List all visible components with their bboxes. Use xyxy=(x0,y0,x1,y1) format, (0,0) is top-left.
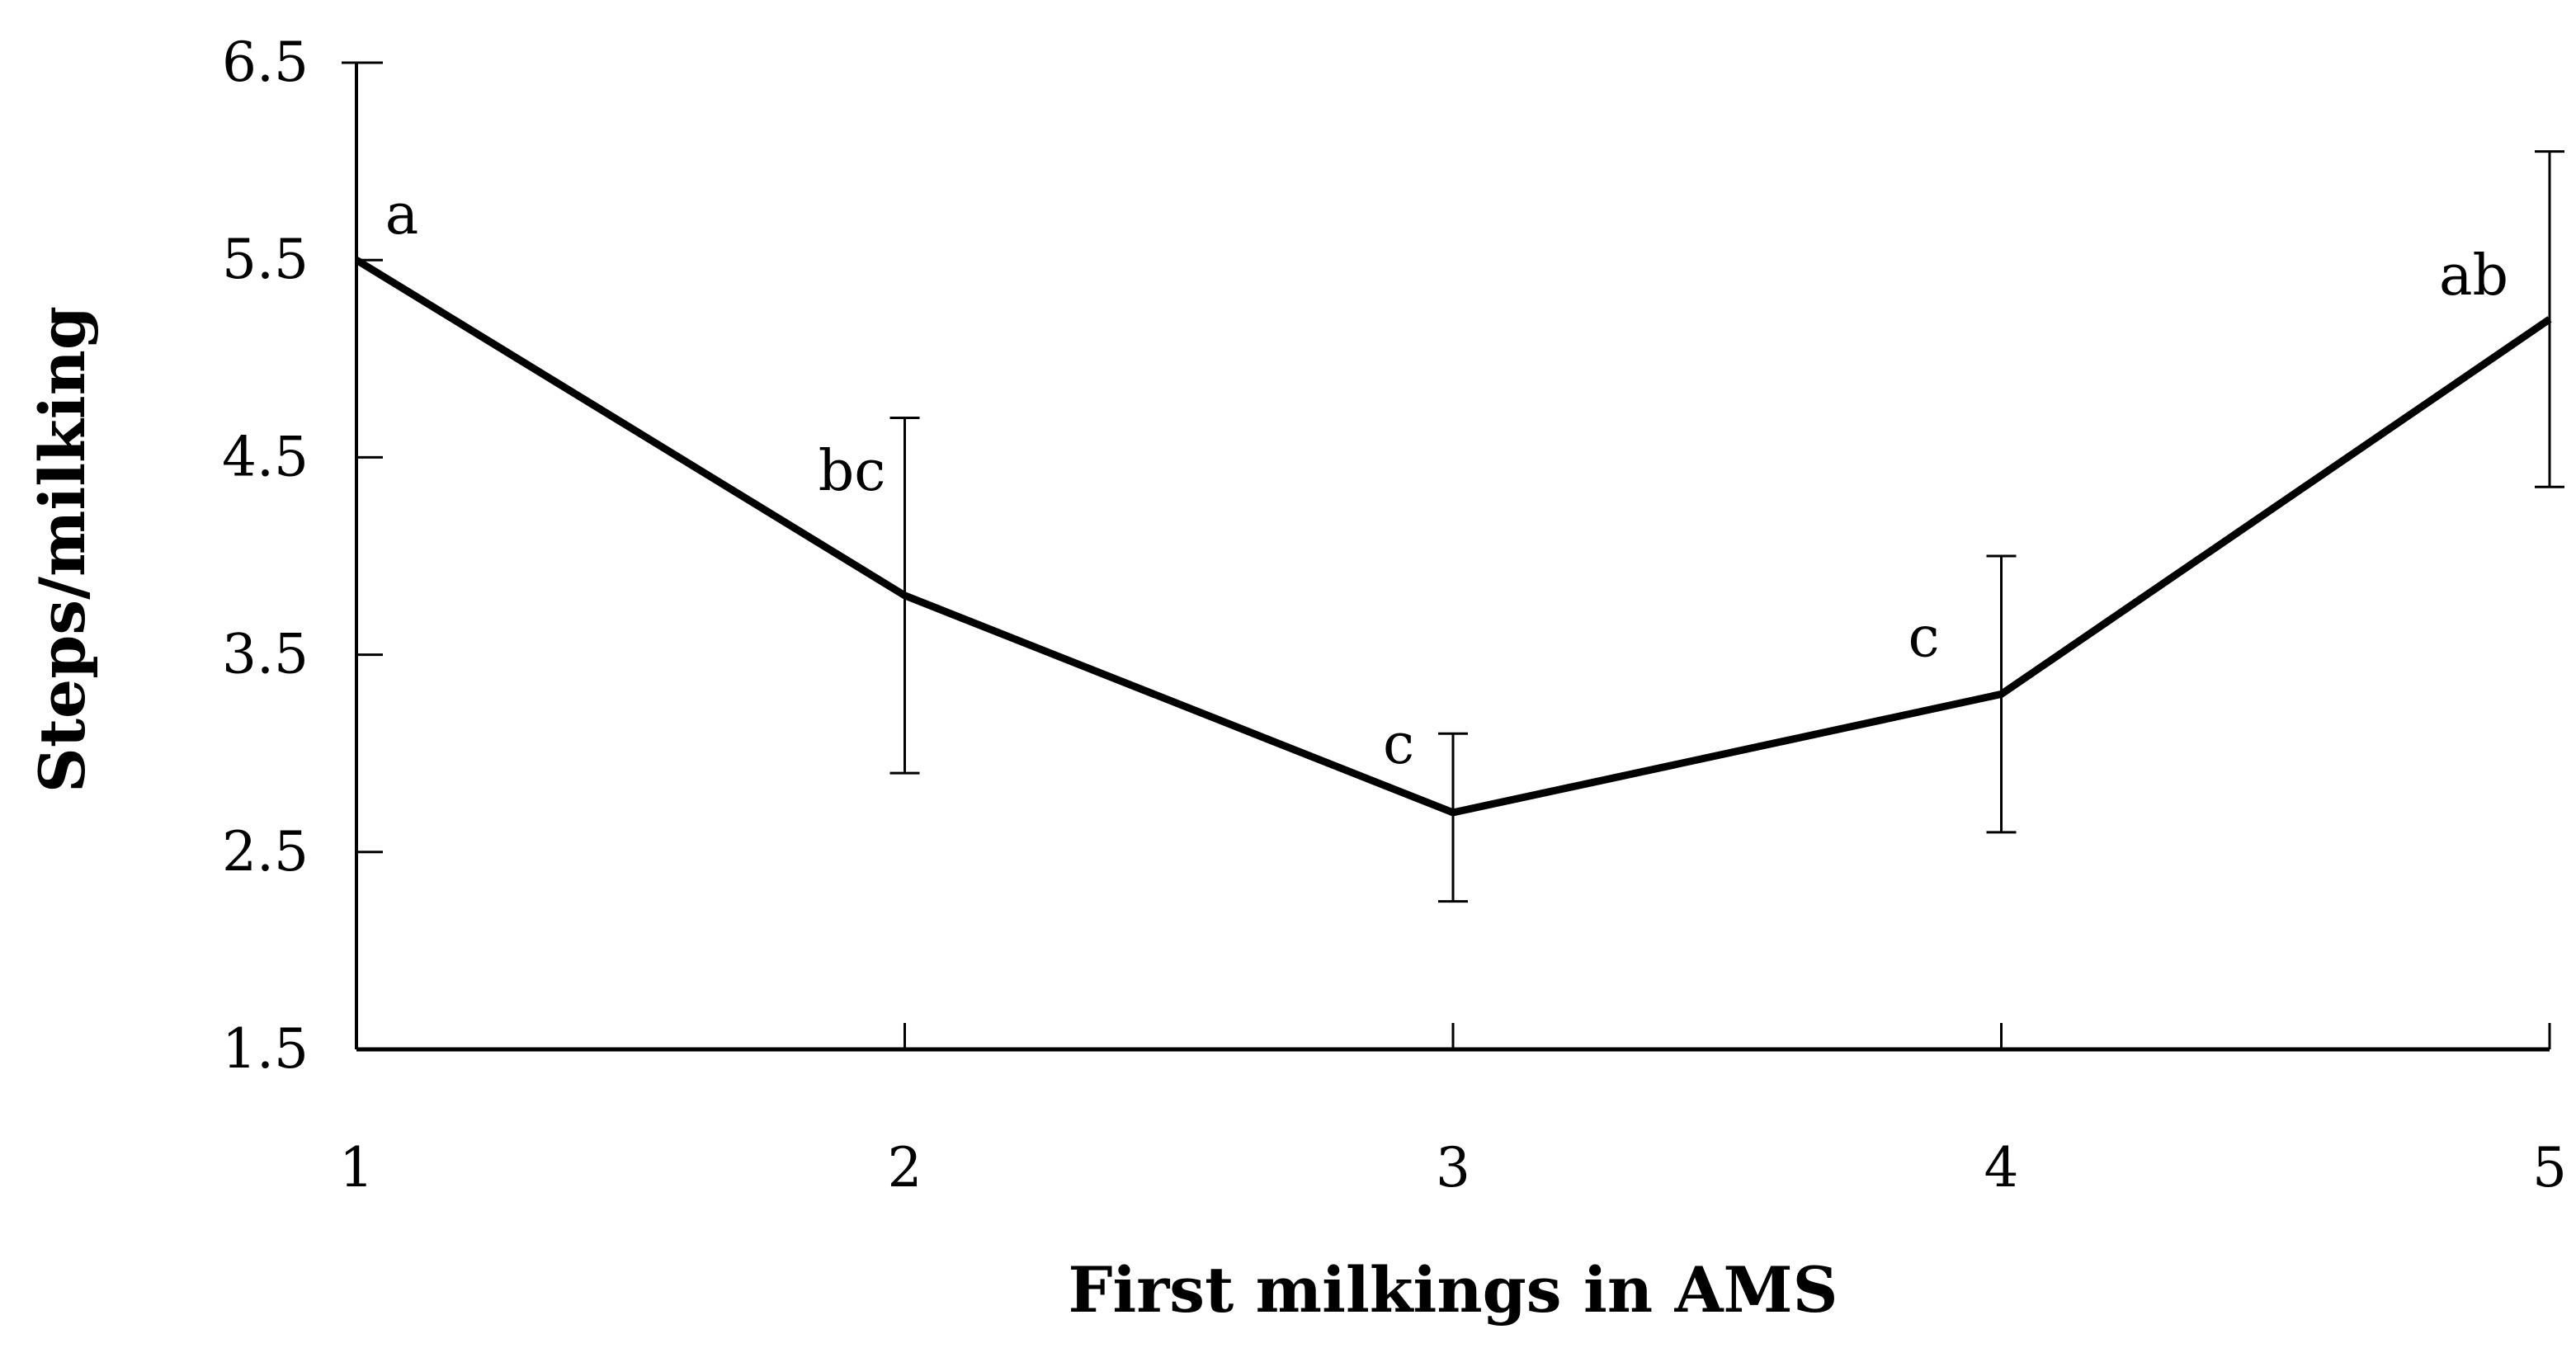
significance-label: c xyxy=(1908,605,1939,670)
x-tick-label: 2 xyxy=(888,1136,922,1200)
y-tick-label: 4.5 xyxy=(222,425,309,488)
significance-labels: a bc c c ab xyxy=(385,182,2508,777)
y-tick-label: 2.5 xyxy=(222,820,309,884)
series-lines xyxy=(354,257,2552,817)
y-tick-label: 3.5 xyxy=(222,623,309,686)
significance-label: bc xyxy=(819,439,886,504)
significance-label: a xyxy=(385,182,419,247)
y-tick-label: 1.5 xyxy=(222,1017,309,1081)
series-line xyxy=(354,257,2552,817)
tick-labels: 1.5 2.5 3.5 4.5 5.5 6.5 1 2 3 4 5 xyxy=(222,31,2567,1200)
x-axis-title: First milkings in AMS xyxy=(1068,1253,1838,1327)
x-tick-label: 5 xyxy=(2532,1136,2567,1200)
y-tick-label: 6.5 xyxy=(222,31,309,94)
x-tick-label: 3 xyxy=(1436,1136,1470,1200)
y-axis-title: Steps/milking xyxy=(26,306,99,793)
significance-label: ab xyxy=(2439,243,2508,309)
y-tick-label: 5.5 xyxy=(222,228,309,291)
error-bars xyxy=(342,61,2564,903)
x-tick-label: 4 xyxy=(1984,1136,2019,1200)
x-tick-label: 1 xyxy=(339,1136,374,1200)
significance-label: c xyxy=(1383,712,1414,777)
